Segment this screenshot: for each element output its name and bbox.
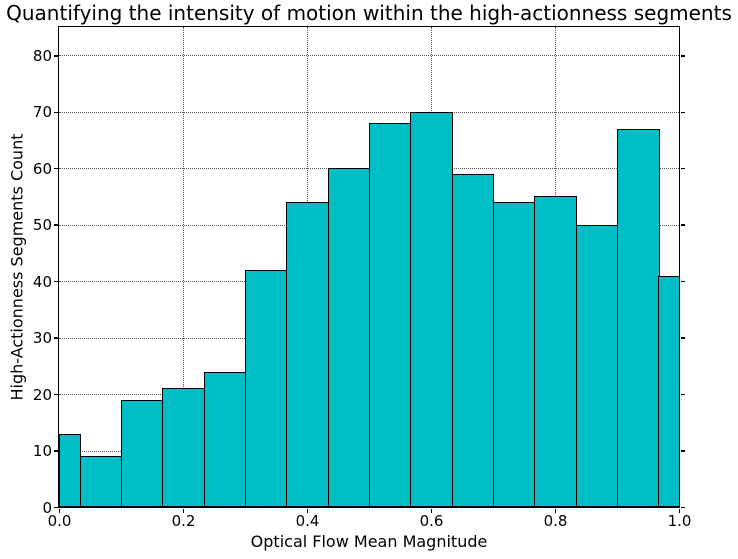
y-tick-mark-right [681,55,685,57]
x-tick-label: 0.4 [295,512,320,530]
plot-area [58,26,681,508]
y-tick-mark-left [54,167,58,170]
x-axis-label: Optical Flow Mean Magnitude [250,532,488,551]
y-tick-label: 50 [32,216,52,235]
x-tick-mark [58,509,61,513]
histogram-bar [59,433,82,507]
gridline-horizontal [59,111,679,113]
y-tick-mark-right [681,167,685,170]
y-tick-mark-left [54,450,58,452]
gridline-vertical [183,27,184,507]
y-tick-mark-right [681,280,685,283]
histogram-bar [451,173,495,507]
x-tick-mark [430,509,433,513]
histogram-bar [617,128,660,507]
gridline-horizontal [59,55,679,57]
y-tick-mark-left [54,111,58,113]
histogram-bar [534,196,578,507]
y-tick-label: 30 [32,329,52,348]
y-tick-mark-left [54,224,58,226]
histogram-bar [162,388,206,507]
x-tick-mark [678,509,681,513]
x-tick-label: 0.2 [171,512,196,530]
chart-title: Quantifying the intensity of motion with… [6,1,732,25]
histogram-bar [658,275,681,507]
y-tick-label: 60 [32,159,52,178]
y-tick-mark-left [54,393,58,396]
x-tick-label: 1.0 [667,512,692,530]
y-tick-mark-left [54,280,58,283]
x-tick-mark [306,509,309,513]
y-tick-label: 80 [32,46,52,65]
histogram-bar [369,123,412,507]
y-tick-label: 0 [42,498,52,517]
y-tick-mark-left [54,506,58,509]
x-tick-label: 0.8 [543,512,568,530]
histogram-bar [286,202,330,507]
x-tick-mark [554,509,557,513]
histogram-bar [203,371,247,507]
x-tick-mark [182,509,185,513]
y-tick-mark-left [54,55,58,57]
histogram-bar [410,111,454,507]
y-tick-mark-left [54,337,58,339]
x-tick-label: 0.6 [419,512,444,530]
histogram-bar [245,269,288,507]
y-axis-label: High-Actionness Segments Count [7,133,27,401]
x-tick-label: 0.0 [47,512,72,530]
histogram-bar [493,202,536,507]
y-tick-mark-right [681,111,685,113]
histogram-bar [121,399,164,507]
y-tick-mark-right [681,450,685,452]
y-tick-mark-right [681,506,685,509]
histogram-bar [79,456,123,507]
y-tick-label: 20 [32,385,52,404]
histogram-bar [327,168,371,507]
y-tick-label: 10 [32,442,52,460]
y-tick-label: 70 [32,103,52,122]
y-tick-label: 40 [32,272,52,291]
y-tick-mark-right [681,337,685,339]
histogram-bar [575,224,619,507]
y-tick-mark-right [681,393,685,396]
y-tick-mark-right [681,224,685,226]
